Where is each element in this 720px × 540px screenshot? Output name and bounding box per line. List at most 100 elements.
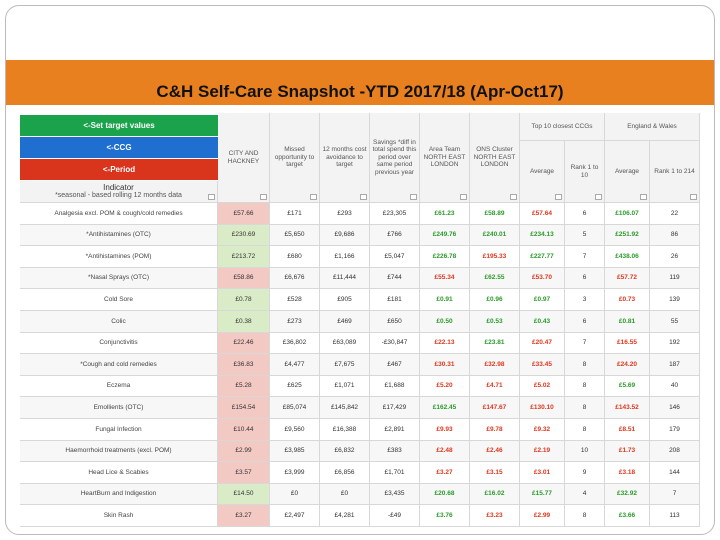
table-cell: £58.89 bbox=[470, 203, 520, 225]
indicator-cell: *Antihistamines (POM) bbox=[20, 246, 218, 268]
table-cell: £469 bbox=[320, 311, 370, 333]
table-cell: £3,999 bbox=[270, 462, 320, 484]
table-cell: £226.78 bbox=[420, 246, 470, 268]
table-cell: £3,435 bbox=[370, 483, 420, 506]
filter-dropdown[interactable] bbox=[690, 194, 697, 200]
city-hackney-cell: £5.28 bbox=[218, 375, 270, 398]
table-cell: £20.47 bbox=[520, 332, 565, 355]
table-cell: £3.23 bbox=[470, 505, 520, 527]
table-cell: £147.67 bbox=[470, 397, 520, 419]
table-cell: £3.66 bbox=[605, 505, 650, 527]
table-cell: £1,071 bbox=[320, 375, 370, 398]
table-cell: £143.52 bbox=[605, 397, 650, 419]
city-hackney-cell: £3.57 bbox=[218, 462, 270, 484]
filter-dropdown[interactable] bbox=[208, 194, 215, 200]
indicator-cell: Head Lice & Scabies bbox=[20, 462, 218, 484]
city-hackney-cell: £213.72 bbox=[218, 246, 270, 268]
table-cell: £4,477 bbox=[270, 354, 320, 376]
table-cell: £62.55 bbox=[470, 267, 520, 290]
indicator-header: Indicator *seasonal - based rolling 12 mo… bbox=[20, 181, 218, 203]
table-cell: £30.31 bbox=[420, 354, 470, 376]
indicator-cell: Colic bbox=[20, 311, 218, 333]
city-hackney-cell: £0.78 bbox=[218, 289, 270, 311]
table-cell: £57.72 bbox=[605, 267, 650, 290]
table-cell: £1,701 bbox=[370, 462, 420, 484]
table-cell: £3.01 bbox=[520, 462, 565, 484]
table-cell: £234.13 bbox=[520, 224, 565, 247]
filter-dropdown[interactable] bbox=[595, 194, 602, 200]
table-cell: 26 bbox=[650, 246, 700, 268]
table-cell: 10 bbox=[565, 440, 605, 463]
nav-button[interactable]: <-Period bbox=[20, 159, 218, 181]
table-cell: £17,429 bbox=[370, 397, 420, 419]
table-cell: £181 bbox=[370, 289, 420, 311]
table-cell: 179 bbox=[650, 419, 700, 441]
table-cell: £528 bbox=[270, 289, 320, 311]
table-cell: £744 bbox=[370, 267, 420, 290]
table-cell: £3.27 bbox=[420, 462, 470, 484]
table-cell: £240.01 bbox=[470, 224, 520, 247]
table-cell: 55 bbox=[650, 311, 700, 333]
table-cell: £273 bbox=[270, 311, 320, 333]
filter-dropdown[interactable] bbox=[260, 194, 267, 200]
group-header: England & Wales bbox=[605, 113, 700, 141]
table-cell: £36,802 bbox=[270, 332, 320, 355]
nav-button[interactable]: <-Set target values bbox=[20, 115, 218, 137]
table-cell: £24.20 bbox=[605, 354, 650, 376]
table-cell: 8 bbox=[565, 419, 605, 441]
table-cell: £0.81 bbox=[605, 311, 650, 333]
indicator-cell: Analgesia excl. POM & cough/cold remedie… bbox=[20, 203, 218, 225]
table-cell: -£30,847 bbox=[370, 332, 420, 355]
indicator-cell: Fungal Infection bbox=[20, 419, 218, 441]
table-cell: £0 bbox=[270, 483, 320, 506]
indicator-cell: Haemorrhoid treatments (excl. POM) bbox=[20, 440, 218, 463]
table-cell: £20.68 bbox=[420, 483, 470, 506]
table-cell: £383 bbox=[370, 440, 420, 463]
filter-dropdown[interactable] bbox=[310, 194, 317, 200]
table-cell: 3 bbox=[565, 289, 605, 311]
table-cell: 192 bbox=[650, 332, 700, 355]
filter-dropdown[interactable] bbox=[460, 194, 467, 200]
filter-dropdown[interactable] bbox=[360, 194, 367, 200]
table-cell: 86 bbox=[650, 224, 700, 247]
filter-dropdown[interactable] bbox=[510, 194, 517, 200]
city-hackney-cell: £57.66 bbox=[218, 203, 270, 225]
table-cell: 7 bbox=[565, 246, 605, 268]
table-cell: £23.81 bbox=[470, 332, 520, 355]
table-cell: £8.51 bbox=[605, 419, 650, 441]
table-cell: £2.48 bbox=[420, 440, 470, 463]
table-cell: 9 bbox=[565, 462, 605, 484]
indicator-cell: Eczema bbox=[20, 375, 218, 398]
table-cell: £85,074 bbox=[270, 397, 320, 419]
city-hackney-cell: £230.69 bbox=[218, 224, 270, 247]
filter-dropdown[interactable] bbox=[640, 194, 647, 200]
table-cell: £3,985 bbox=[270, 440, 320, 463]
table-cell: £63,089 bbox=[320, 332, 370, 355]
nav-button[interactable]: <-CCG bbox=[20, 137, 218, 159]
table-cell: £2.46 bbox=[470, 440, 520, 463]
table-cell: £625 bbox=[270, 375, 320, 398]
indicator-cell: Cold Sore bbox=[20, 289, 218, 311]
table-cell: 40 bbox=[650, 375, 700, 398]
table-cell: £0.50 bbox=[420, 311, 470, 333]
table-cell: 22 bbox=[650, 203, 700, 225]
table-cell: £1.73 bbox=[605, 440, 650, 463]
table-cell: 7 bbox=[650, 483, 700, 506]
column-header: Rank 1 to 10 bbox=[565, 141, 605, 203]
city-hackney-cell: £58.86 bbox=[218, 267, 270, 290]
table-cell: £55.34 bbox=[420, 267, 470, 290]
column-header: Average bbox=[605, 141, 650, 203]
table-cell: £32.98 bbox=[470, 354, 520, 376]
table-cell: £5.69 bbox=[605, 375, 650, 398]
table-cell: 144 bbox=[650, 462, 700, 484]
table-cell: £6,856 bbox=[320, 462, 370, 484]
table-cell: £5,047 bbox=[370, 246, 420, 268]
snapshot-table: <-Set target values <-CCG <-Period Indicato… bbox=[20, 113, 700, 529]
table-cell: -£49 bbox=[370, 505, 420, 527]
filter-dropdown[interactable] bbox=[410, 194, 417, 200]
filter-dropdown[interactable] bbox=[555, 194, 562, 200]
table-cell: £106.07 bbox=[605, 203, 650, 225]
table-cell: 5 bbox=[565, 224, 605, 247]
table-cell: 6 bbox=[565, 203, 605, 225]
table-cell: £2,497 bbox=[270, 505, 320, 527]
